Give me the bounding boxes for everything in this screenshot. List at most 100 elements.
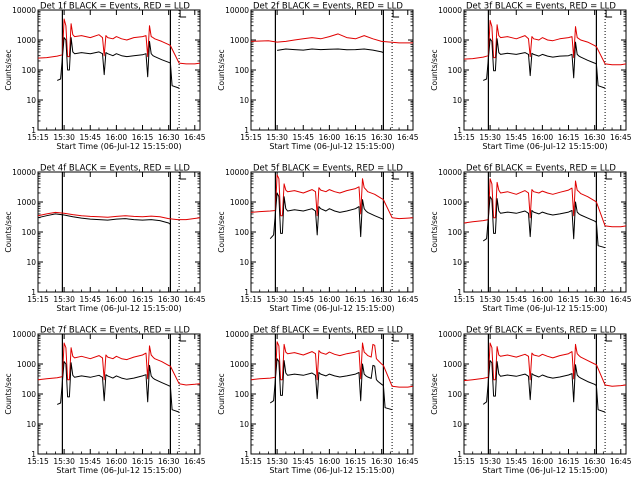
series-events-line <box>37 213 171 225</box>
y-axis-label: Counts/sec <box>430 373 439 414</box>
x-axis-label: Start Time (06-Jul-12 15:15:00) <box>482 466 607 475</box>
x-tick-label: 15:15 <box>240 133 262 142</box>
x-tick-label: 16:00 <box>106 457 128 466</box>
series-lld-line <box>250 174 414 220</box>
y-tick-label: 10000 <box>225 6 249 15</box>
x-tick-label: 15:15 <box>27 295 49 304</box>
x-tick-label: 16:00 <box>319 133 341 142</box>
y-axis-label: Counts/sec <box>4 49 13 90</box>
x-tick-label: 15:30 <box>266 457 288 466</box>
y-tick-label: 100 <box>448 228 463 237</box>
series-lld-line <box>250 33 413 44</box>
y-tick-label: 10000 <box>225 330 249 339</box>
marker-bracket <box>605 10 613 18</box>
y-tick-label: 1 <box>244 450 249 459</box>
x-tick-label: 15:15 <box>453 133 475 142</box>
panel-title: Det 7f BLACK = Events, RED = LLD <box>40 326 190 336</box>
y-tick-label: 100 <box>235 228 250 237</box>
marker-bracket <box>179 334 187 342</box>
x-axis-label: Start Time (06-Jul-12 15:15:00) <box>269 466 394 475</box>
x-tick-label: 16:45 <box>610 295 632 304</box>
panel-title: Det 9f BLACK = Events, RED = LLD <box>466 326 616 336</box>
y-tick-label: 10 <box>26 420 36 429</box>
x-tick-label: 16:30 <box>584 457 606 466</box>
panel-title: Det 4f BLACK = Events, RED = LLD <box>40 164 190 174</box>
marker-bracket <box>605 334 613 342</box>
x-axis-label: Start Time (06-Jul-12 15:15:00) <box>482 304 607 313</box>
x-tick-label: 15:15 <box>27 133 49 142</box>
marker-bracket <box>605 172 613 180</box>
series-events-line <box>482 360 606 413</box>
x-tick-label: 16:15 <box>558 295 580 304</box>
y-tick-label: 10 <box>452 96 462 105</box>
y-tick-label: 1000 <box>443 360 462 369</box>
x-axis-label: Start Time (06-Jul-12 15:15:00) <box>269 304 394 313</box>
y-tick-label: 1000 <box>230 36 249 45</box>
y-axis-label: Counts/sec <box>4 373 13 414</box>
x-tick-label: 16:00 <box>532 133 554 142</box>
x-tick-label: 15:45 <box>79 457 101 466</box>
x-tick-label: 16:15 <box>132 295 154 304</box>
x-tick-label: 16:30 <box>584 133 606 142</box>
panel-det-2f: Det 2f BLACK = Events, RED = LLD 1 10 100 10… <box>217 2 419 152</box>
y-tick-label: 100 <box>448 66 463 75</box>
y-tick-label: 1000 <box>443 36 462 45</box>
y-tick-label: 10000 <box>438 6 462 15</box>
y-tick-label: 10000 <box>438 168 462 177</box>
x-tick-label: 16:00 <box>106 133 128 142</box>
y-tick-label: 100 <box>22 66 37 75</box>
y-tick-label: 1 <box>457 288 462 297</box>
y-tick-label: 100 <box>448 390 463 399</box>
panel-det-6f: Det 6f BLACK = Events, RED = LLD 1 10 100 10… <box>430 164 632 314</box>
series-lld-line <box>463 178 627 228</box>
y-tick-label: 1 <box>244 126 249 135</box>
x-tick-label: 16:45 <box>610 457 632 466</box>
x-tick-label: 15:45 <box>505 133 527 142</box>
x-tick-label: 16:00 <box>319 457 341 466</box>
y-axis-label: Counts/sec <box>217 373 226 414</box>
y-tick-label: 1000 <box>17 360 36 369</box>
y-tick-label: 10 <box>452 420 462 429</box>
panel-det-7f: Det 7f BLACK = Events, RED = LLD 1 10 100 10… <box>4 326 206 476</box>
x-tick-label: 16:15 <box>132 457 154 466</box>
x-tick-label: 16:45 <box>184 457 206 466</box>
x-axis-label: Start Time (06-Jul-12 15:15:00) <box>56 304 181 313</box>
y-tick-label: 10 <box>239 258 249 267</box>
y-tick-label: 10 <box>26 96 36 105</box>
x-axis-label: Start Time (06-Jul-12 15:15:00) <box>269 142 394 151</box>
x-tick-label: 16:00 <box>106 295 128 304</box>
series-lld-line <box>463 19 627 66</box>
x-tick-label: 16:30 <box>158 295 180 304</box>
panel-det-4f: Det 4f BLACK = Events, RED = LLD 1 10 100 10… <box>4 164 206 314</box>
x-tick-label: 16:15 <box>345 457 367 466</box>
x-tick-label: 15:30 <box>53 133 75 142</box>
panel-title: Det 8f BLACK = Events, RED = LLD <box>253 326 403 336</box>
x-tick-label: 15:15 <box>453 457 475 466</box>
x-tick-label: 16:30 <box>371 295 393 304</box>
x-tick-label: 16:45 <box>610 133 632 142</box>
series-events-line <box>277 48 384 54</box>
panel-det-5f: Det 5f BLACK = Events, RED = LLD 1 10 100 10… <box>217 164 419 314</box>
marker-bracket <box>392 334 400 342</box>
y-tick-label: 1000 <box>17 36 36 45</box>
marker-bracket <box>179 172 187 180</box>
x-tick-label: 16:45 <box>397 295 419 304</box>
x-tick-label: 15:45 <box>292 295 314 304</box>
y-tick-label: 10000 <box>12 330 36 339</box>
marker-bracket <box>392 172 400 180</box>
x-tick-label: 16:30 <box>158 133 180 142</box>
y-tick-label: 10000 <box>225 168 249 177</box>
y-tick-label: 10000 <box>12 6 36 15</box>
x-tick-label: 15:30 <box>479 457 501 466</box>
y-axis-label: Counts/sec <box>430 49 439 90</box>
x-tick-label: 15:30 <box>479 295 501 304</box>
series-lld-line <box>463 342 627 387</box>
x-tick-label: 16:00 <box>319 295 341 304</box>
series-events-line <box>269 358 393 411</box>
panel-det-9f: Det 9f BLACK = Events, RED = LLD 1 10 100 10… <box>430 326 632 476</box>
x-tick-label: 15:30 <box>266 133 288 142</box>
x-tick-label: 16:30 <box>158 457 180 466</box>
x-tick-label: 15:30 <box>53 457 75 466</box>
y-tick-label: 100 <box>235 66 250 75</box>
